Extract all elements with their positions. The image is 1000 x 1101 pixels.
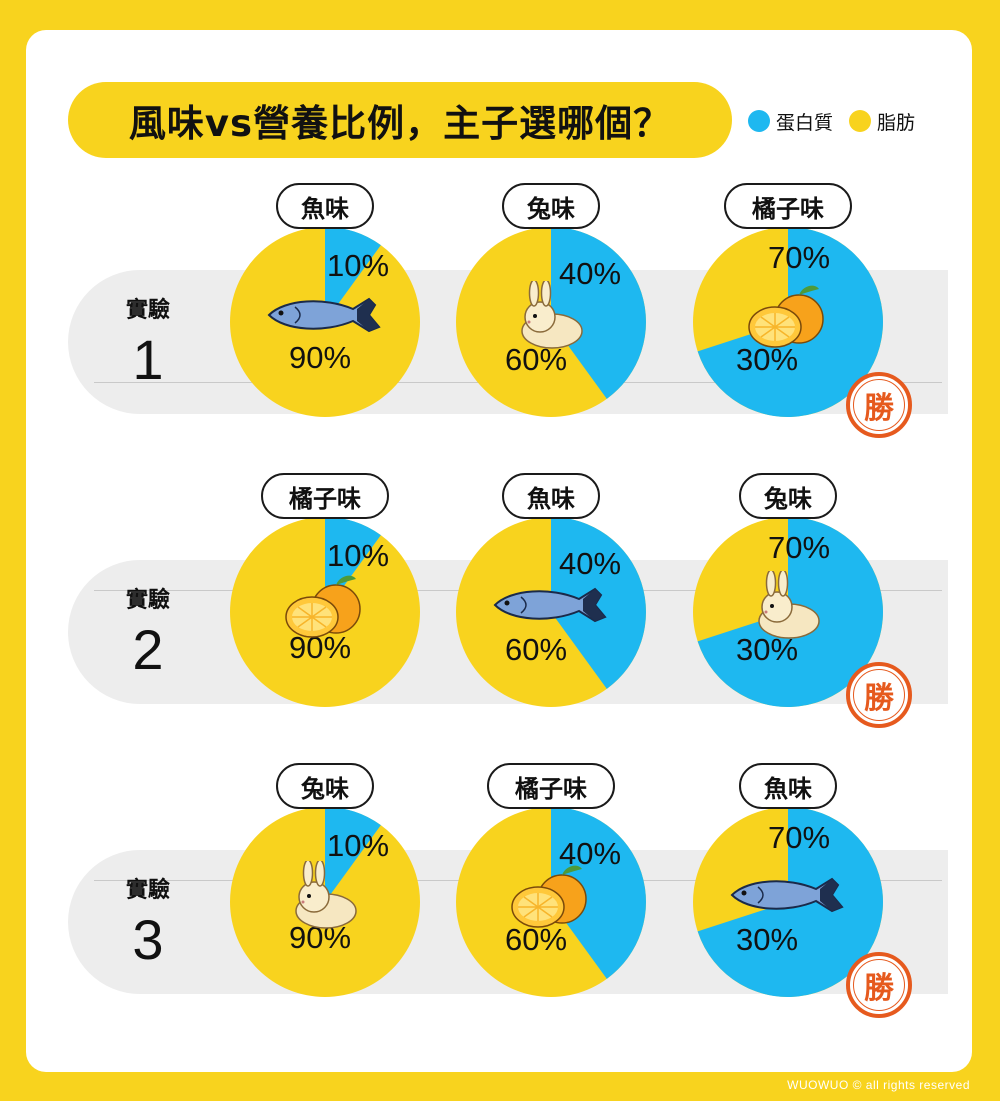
fat-percent-label: 30% bbox=[736, 922, 799, 957]
pie-slice-protein bbox=[551, 517, 646, 689]
fish-icon bbox=[265, 293, 385, 339]
fat-percent-label: 60% bbox=[505, 922, 568, 957]
flavor-tag: 橘子味 bbox=[261, 473, 389, 519]
legend-swatch-fat bbox=[849, 110, 872, 132]
pie-slice-protein bbox=[551, 807, 646, 979]
orange-icon bbox=[747, 283, 829, 349]
flavor-tag: 兔味 bbox=[502, 183, 600, 229]
fish-icon bbox=[491, 583, 611, 629]
winner-badge: 勝 bbox=[846, 372, 912, 438]
pie-slice-protein bbox=[551, 227, 646, 399]
winner-badge: 勝 bbox=[846, 662, 912, 728]
legend-swatch-protein bbox=[748, 110, 770, 132]
rabbit-icon bbox=[516, 279, 586, 351]
protein-percent-label: 40% bbox=[559, 546, 622, 581]
experiment-label: 實驗 2 bbox=[92, 582, 204, 682]
protein-percent-label: 10% bbox=[327, 248, 390, 283]
legend-item-fat: 脂肪 bbox=[849, 108, 915, 135]
flavor-tag: 兔味 bbox=[739, 473, 837, 519]
pie-slice-protein bbox=[325, 227, 381, 322]
pie-slice-protein bbox=[325, 807, 381, 902]
legend-item-protein: 蛋白質 bbox=[748, 108, 833, 135]
orange-icon bbox=[510, 863, 592, 929]
flavor-tag: 魚味 bbox=[502, 473, 600, 519]
experiment-number: 1 bbox=[132, 328, 164, 391]
flavor-tag: 魚味 bbox=[276, 183, 374, 229]
rabbit-icon bbox=[753, 569, 823, 641]
fat-percent-label: 60% bbox=[505, 632, 568, 667]
protein-percent-label: 70% bbox=[768, 530, 831, 565]
fat-percent-label: 90% bbox=[289, 340, 352, 375]
protein-percent-label: 10% bbox=[327, 828, 390, 863]
copyright-footer: WUOWUO © all rights reserved bbox=[787, 1078, 970, 1092]
winner-badge: 勝 bbox=[846, 952, 912, 1018]
legend-label-fat: 脂肪 bbox=[877, 111, 916, 134]
protein-percent-label: 40% bbox=[559, 836, 622, 871]
protein-percent-label: 10% bbox=[327, 538, 390, 573]
fat-percent-label: 30% bbox=[736, 342, 799, 377]
flavor-tag: 橘子味 bbox=[487, 763, 615, 809]
protein-percent-label: 40% bbox=[559, 256, 622, 291]
legend-label-protein: 蛋白質 bbox=[776, 111, 834, 134]
rabbit-icon bbox=[290, 859, 360, 931]
flavor-tag: 魚味 bbox=[739, 763, 837, 809]
flavor-tag: 兔味 bbox=[276, 763, 374, 809]
protein-percent-label: 70% bbox=[768, 240, 831, 275]
experiment-label: 實驗 1 bbox=[92, 292, 204, 392]
flavor-tag: 橘子味 bbox=[724, 183, 852, 229]
experiment-number: 2 bbox=[132, 618, 164, 681]
page-title: 風味vs營養比例，主子選哪個？ bbox=[68, 82, 732, 158]
protein-percent-label: 70% bbox=[768, 820, 831, 855]
fish-icon bbox=[728, 873, 848, 919]
legend: 蛋白質 脂肪 bbox=[748, 106, 931, 136]
experiment-label-text: 實驗 bbox=[125, 588, 170, 613]
experiment-label-text: 實驗 bbox=[125, 298, 170, 323]
experiment-label-text: 實驗 bbox=[125, 878, 170, 903]
orange-icon bbox=[284, 573, 366, 639]
experiment-label: 實驗 3 bbox=[92, 872, 204, 972]
experiment-number: 3 bbox=[132, 908, 164, 971]
